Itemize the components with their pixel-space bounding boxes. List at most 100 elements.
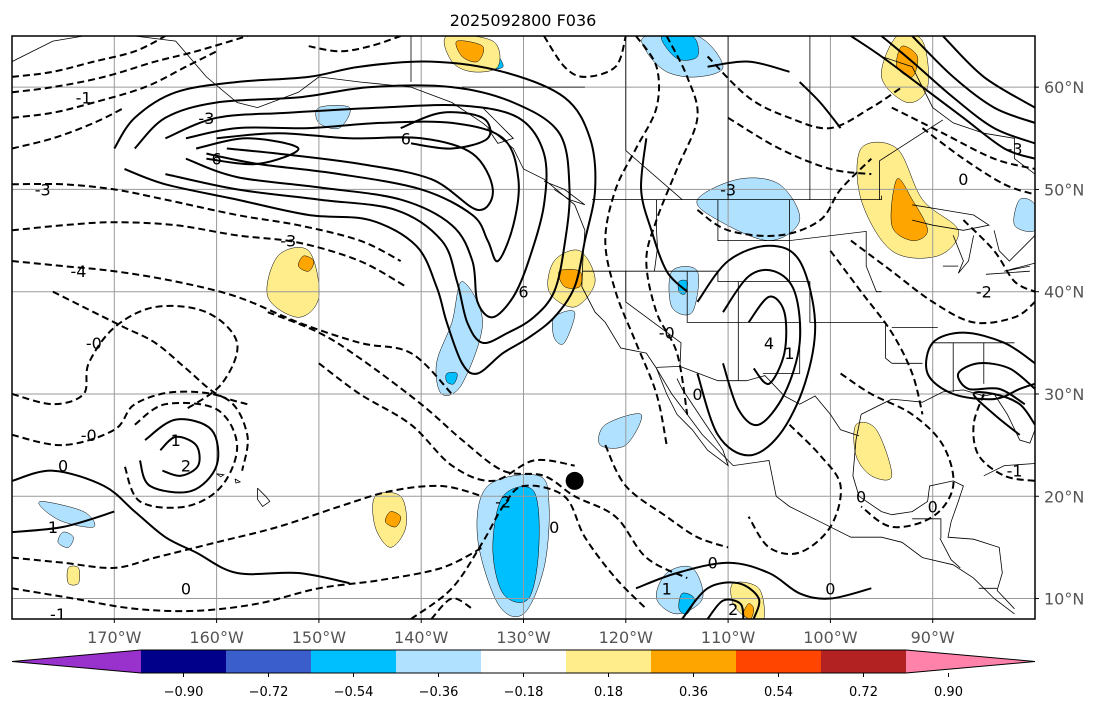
dashed-contour-32	[543, 36, 627, 78]
solid-contour-11	[159, 435, 201, 477]
coastline-13	[952, 235, 974, 274]
x-tick-label: 150°W	[292, 628, 347, 647]
solid-contour-4	[216, 132, 494, 211]
coastline-9	[543, 180, 586, 206]
coastline-15	[1004, 262, 1035, 272]
contour-label: 0	[958, 170, 968, 189]
dashed-contour-20	[727, 116, 872, 176]
dashed-contour-23	[850, 239, 1035, 325]
contour-label: -3	[280, 232, 296, 251]
colorbar-tick-label: 0.18	[594, 685, 623, 700]
y-tick-label: 40°N	[1044, 283, 1084, 302]
y-tick-label: 30°N	[1044, 385, 1084, 404]
contour-label: -1	[1007, 462, 1023, 481]
shaded-region-31	[730, 581, 765, 619]
colorbar-tick-label: −0.54	[334, 685, 374, 700]
dashed-contour-18	[645, 36, 699, 415]
colorbar-bin	[311, 650, 397, 673]
solid-contour-13	[12, 510, 115, 534]
colorbar-tick-label: 0.90	[934, 685, 963, 700]
solid-contour-12	[12, 469, 350, 585]
contour-label: 0	[58, 457, 68, 476]
dashed-contour-28	[962, 219, 1035, 293]
dashed-contour-6	[12, 260, 453, 395]
solid-contour-22	[911, 36, 1035, 124]
solid-contour-0	[113, 60, 597, 375]
dashed-contour-26	[747, 423, 842, 555]
shaded-region-30	[853, 421, 893, 481]
solid-contour-15	[681, 581, 761, 619]
colorbar-bin	[481, 650, 567, 673]
dashed-contour-4	[12, 182, 402, 262]
contour-label: -3	[35, 180, 51, 199]
dashed-contour-27	[604, 444, 729, 549]
coastline-4	[983, 463, 1035, 477]
dashed-contour-3	[12, 106, 125, 150]
coastline-2	[852, 414, 1015, 610]
contour-layer	[12, 36, 1035, 619]
coastline-14	[993, 230, 1035, 262]
y-tick-label: 60°N	[1044, 78, 1084, 97]
shaded-region-8	[445, 372, 458, 385]
contour-label: -4	[71, 262, 87, 281]
dashed-contour-12	[318, 362, 575, 482]
border-line-1	[592, 195, 882, 200]
colorbar-tick-label: −0.72	[249, 685, 289, 700]
contour-label: 0	[928, 497, 938, 516]
chart-title: 2025092800 F036	[450, 11, 597, 30]
border-line-15	[686, 271, 739, 381]
solid-contour-17	[925, 331, 1035, 401]
colorbar-bin	[141, 650, 227, 673]
solid-contour-20	[850, 36, 1035, 160]
x-tick-label: 120°W	[599, 628, 654, 647]
contour-label: -1	[50, 605, 66, 624]
marker-layer	[565, 471, 584, 490]
solid-contour-1	[134, 84, 571, 345]
solid-contour-18	[956, 362, 1035, 406]
coastline-12	[912, 204, 991, 231]
dashed-contour-2	[12, 50, 218, 119]
colorbar-extend-low	[12, 650, 141, 673]
colorbar-tick-label: −0.18	[504, 685, 544, 700]
solid-contour-26	[640, 138, 688, 293]
contour-label: -3	[198, 109, 214, 128]
dashed-contour-1	[12, 36, 248, 94]
contour-label: 1	[48, 518, 58, 537]
contour-label: 1	[171, 431, 181, 450]
coastline-1	[656, 368, 729, 467]
contour-label: -1	[76, 88, 92, 107]
y-tick-label: 10°N	[1044, 590, 1084, 609]
colorbar-bin	[736, 650, 822, 673]
colorbar-bin	[821, 650, 907, 673]
contour-label: 0	[549, 518, 559, 537]
solid-contour-5	[400, 111, 492, 150]
dashed-contour-8	[12, 304, 239, 411]
x-tick-label: 170°W	[87, 628, 142, 647]
contour-label: -2	[495, 492, 511, 511]
colorbar-outline	[11, 649, 1036, 674]
colorbar-bin	[226, 650, 312, 673]
dashed-contour-22	[829, 250, 924, 415]
coastline-11	[881, 56, 1035, 175]
x-tick-label: 160°W	[189, 628, 244, 647]
dashed-contour-13	[12, 484, 483, 569]
dashed-contour-29	[921, 127, 1035, 196]
shaded-region-16	[1013, 197, 1035, 232]
contour-label: 0	[181, 579, 191, 598]
solid-contour-25	[798, 81, 842, 129]
shaded-region-2	[661, 36, 699, 61]
dashed-contour-30	[891, 106, 1035, 170]
colorbar-tick-label: −0.90	[164, 685, 204, 700]
shaded-region-23	[890, 178, 928, 241]
contour-label: -2	[976, 283, 992, 302]
dashed-contour-25	[972, 393, 1035, 482]
colorbar-extend-high	[906, 650, 1035, 673]
coastline-6	[234, 478, 242, 484]
contour-label: 2	[181, 457, 191, 476]
solid-contour-10	[138, 418, 220, 494]
dashed-contour-15	[410, 484, 648, 619]
shaded-region-29	[385, 511, 402, 528]
shaded-region-13	[57, 531, 74, 548]
solid-contour-16	[706, 598, 745, 619]
colorbar-bin	[651, 650, 737, 673]
